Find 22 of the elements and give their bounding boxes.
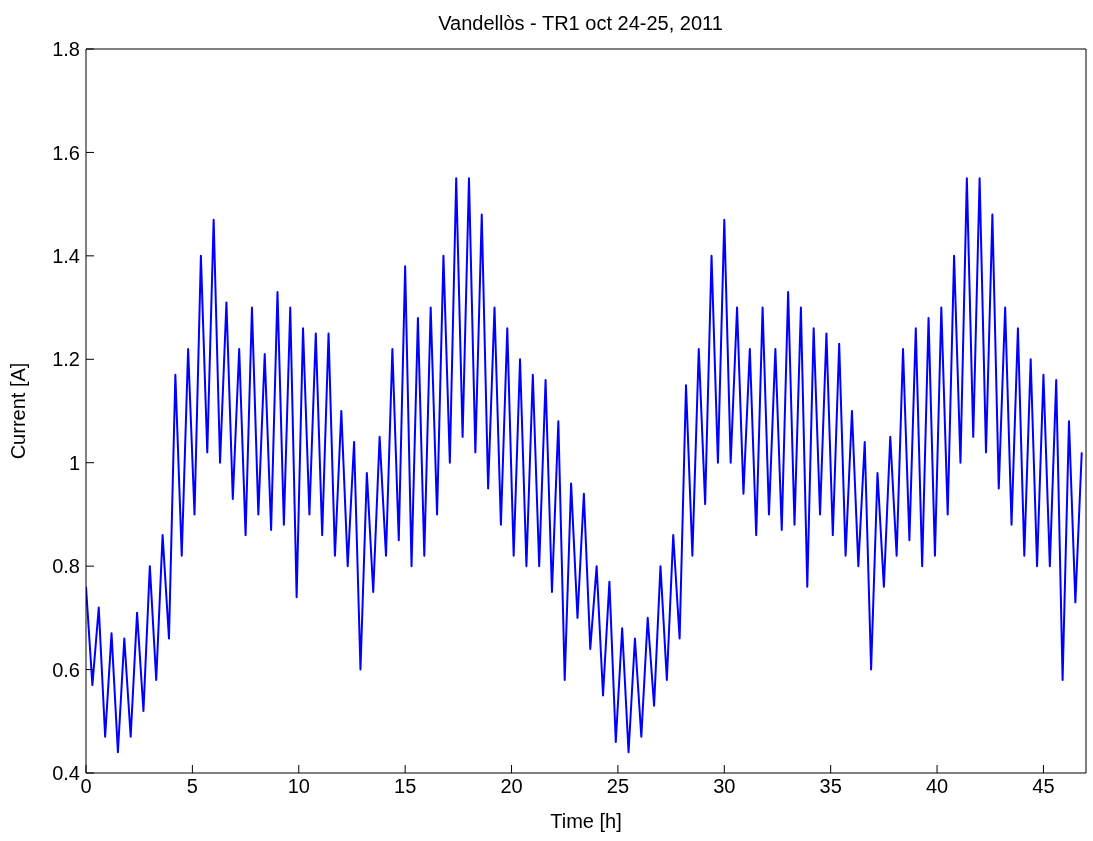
x-tick-label: 45 [1032, 775, 1055, 798]
y-tick-label: 1 [68, 451, 80, 474]
x-tick-label: 0 [80, 775, 92, 798]
x-tick-label: 15 [394, 775, 417, 798]
x-tick-label: 10 [287, 775, 310, 798]
x-tick-label: 30 [713, 775, 736, 798]
y-tick-label: 0.8 [52, 555, 80, 578]
y-tick-label: 0.6 [52, 658, 80, 681]
y-tick-label: 1.2 [52, 348, 80, 371]
y-tick-label: 1.4 [52, 244, 80, 267]
x-tick-label: 20 [500, 775, 523, 798]
x-tick-label: 35 [819, 775, 842, 798]
x-tick-label: 25 [606, 775, 630, 798]
x-tick-label: 40 [925, 775, 949, 798]
chart-title: Vandellòs - TR1 oct 24-25, 2011 [437, 11, 724, 36]
line-series [86, 177, 1083, 754]
y-tick-label: 1.6 [52, 141, 80, 164]
x-tick-label: 5 [186, 775, 198, 798]
y-axis-title: Current [A] [7, 362, 30, 460]
x-axis-title: Time [h] [550, 810, 622, 832]
y-tick-label: 1.8 [52, 38, 80, 61]
y-tick-label: 0.4 [52, 762, 80, 785]
